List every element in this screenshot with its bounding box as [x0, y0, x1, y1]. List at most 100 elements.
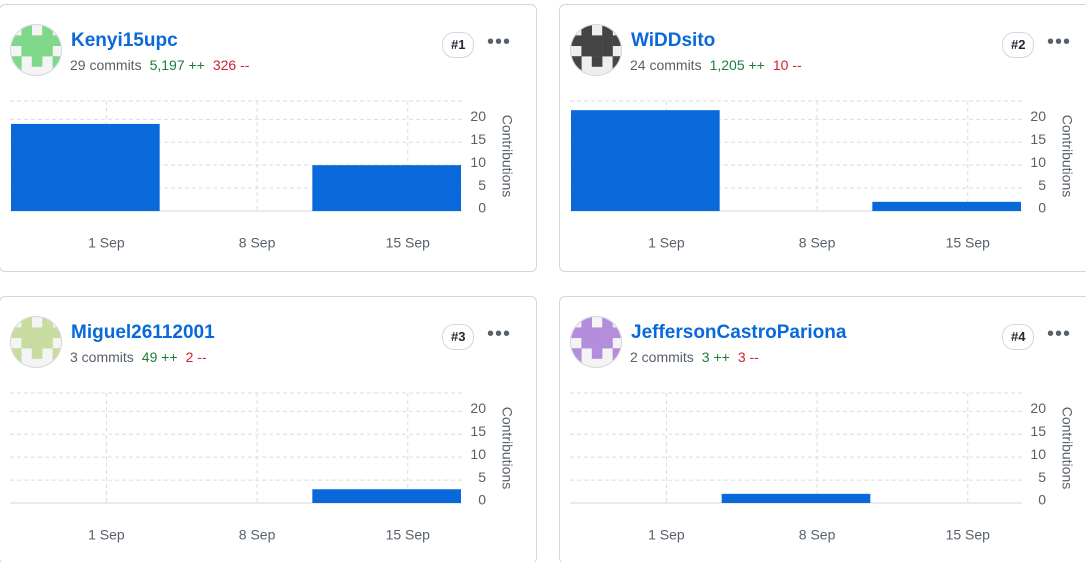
more-options[interactable]: ••• — [1047, 323, 1072, 345]
contributor-card: JeffersonCastroPariona 2 commits 3 ++ 3 -- #… — [559, 296, 1086, 562]
avatar[interactable] — [570, 316, 622, 368]
avatar-pixel — [42, 337, 53, 349]
commit-count[interactable]: 29 commits — [70, 57, 142, 73]
y-tick-label: 20 — [1030, 108, 1046, 124]
avatar-pixel — [571, 348, 582, 359]
x-tick-label: 15 Sep — [946, 527, 991, 543]
contributor-name[interactable]: WiDDsito — [631, 30, 716, 51]
commit-stats: 2 commits 3 ++ 3 -- — [630, 349, 759, 365]
rank-badge: #2 — [1002, 32, 1035, 58]
y-axis-label: Contributions — [499, 115, 515, 198]
y-axis-label: Contributions — [1059, 407, 1075, 490]
avatar-pixel — [581, 327, 593, 339]
avatar-pixel — [581, 317, 593, 328]
y-tick-label: 0 — [478, 200, 486, 216]
avatar-pixel — [42, 327, 53, 339]
avatar-pixel — [21, 25, 33, 36]
avatar-pixel — [581, 337, 593, 349]
commit-count[interactable]: 3 commits — [70, 349, 134, 365]
avatar[interactable] — [570, 24, 622, 76]
y-tick-label: 5 — [1038, 469, 1046, 485]
x-tick-label: 8 Sep — [799, 235, 836, 251]
y-tick-label: 5 — [478, 469, 486, 485]
avatar-pixel — [591, 56, 603, 67]
commit-count[interactable]: 2 commits — [630, 349, 694, 365]
contributor-name[interactable]: Kenyi15upc — [71, 30, 178, 51]
avatar-pixel — [581, 35, 593, 47]
avatar-pixel — [11, 66, 22, 75]
additions: 5,197 ++ — [149, 57, 205, 73]
avatar-pixel — [591, 337, 603, 349]
avatar-pixel — [612, 358, 621, 367]
avatar-pixel — [52, 35, 61, 47]
avatar-pixel — [612, 327, 621, 339]
avatar-pixel — [52, 358, 61, 367]
avatar-pixel — [21, 327, 33, 339]
avatar[interactable] — [10, 316, 62, 368]
contributions-chart: 0 5 10 15 20 Contributions 1 Sep 8 Sep 15 Sep — [10, 392, 515, 543]
bar — [721, 493, 871, 503]
avatar-pixel — [31, 45, 43, 57]
avatar-pixel — [591, 45, 603, 57]
avatar-pixel — [591, 327, 603, 339]
bar — [872, 201, 1021, 211]
y-tick-label: 10 — [1030, 154, 1046, 170]
rank-badge: #1 — [442, 32, 475, 58]
avatar-pixel — [11, 348, 22, 359]
y-tick-label: 10 — [470, 154, 486, 170]
more-options[interactable]: ••• — [1047, 31, 1072, 53]
contributor-card: Kenyi15upc 29 commits 5,197 ++ 326 -- #1 ••• 0… — [0, 4, 537, 272]
x-tick-label: 1 Sep — [648, 235, 685, 251]
avatar-pixel — [42, 25, 53, 36]
y-tick-label: 5 — [1038, 177, 1046, 193]
avatar-pixel — [612, 35, 621, 47]
avatar-pixel — [11, 358, 22, 367]
y-tick-label: 20 — [470, 400, 486, 416]
avatar-pixel — [42, 45, 53, 57]
avatar-pixel — [571, 56, 582, 67]
avatar-pixel — [21, 337, 33, 349]
additions: 49 ++ — [141, 349, 178, 365]
additions: 1,205 ++ — [709, 57, 765, 73]
y-tick-label: 20 — [470, 108, 486, 124]
contributions-chart: 0 5 10 15 20 Contributions 1 Sep 8 Sep 15 Sep — [10, 100, 515, 251]
avatar-pixel — [602, 337, 613, 349]
more-options[interactable]: ••• — [487, 31, 512, 53]
commit-stats: 3 commits 49 ++ 2 -- — [70, 349, 207, 365]
y-tick-label: 0 — [478, 492, 486, 508]
commit-count[interactable]: 24 commits — [630, 57, 702, 73]
avatar[interactable] — [10, 24, 62, 76]
y-tick-label: 20 — [1030, 400, 1046, 416]
avatar-pixel — [42, 317, 53, 328]
bar — [312, 489, 461, 503]
contributor-name[interactable]: JeffersonCastroPariona — [631, 322, 847, 343]
contributions-chart: 0 5 10 15 20 Contributions 1 Sep 8 Sep 15 Sep — [570, 100, 1075, 251]
contributor-name[interactable]: Miguel26112001 — [71, 322, 215, 343]
deletions: 326 -- — [212, 57, 250, 73]
x-tick-label: 8 Sep — [239, 235, 276, 251]
additions: 3 ++ — [701, 349, 730, 365]
bar — [312, 165, 461, 211]
avatar-pixel — [602, 327, 613, 339]
avatar-pixel — [11, 35, 22, 47]
bar — [571, 110, 720, 211]
avatar-pixel — [591, 35, 603, 47]
rank-badge: #4 — [1002, 324, 1035, 350]
avatar-pixel — [52, 348, 61, 359]
avatar-pixel — [31, 35, 43, 47]
x-tick-label: 1 Sep — [648, 527, 685, 543]
y-tick-label: 0 — [1038, 492, 1046, 508]
contributor-card: Miguel26112001 3 commits 49 ++ 2 -- #3 ••• 0 5 1… — [0, 296, 537, 562]
y-tick-label: 10 — [470, 446, 486, 462]
more-options[interactable]: ••• — [487, 323, 512, 345]
avatar-art — [571, 25, 621, 75]
avatar-art — [571, 317, 621, 367]
avatar-pixel — [42, 35, 53, 47]
y-tick-label: 0 — [1038, 200, 1046, 216]
y-tick-label: 15 — [470, 131, 486, 147]
avatar-pixel — [31, 56, 43, 67]
avatar-pixel — [21, 45, 33, 57]
y-tick-label: 15 — [470, 423, 486, 439]
avatar-pixel — [11, 327, 22, 339]
